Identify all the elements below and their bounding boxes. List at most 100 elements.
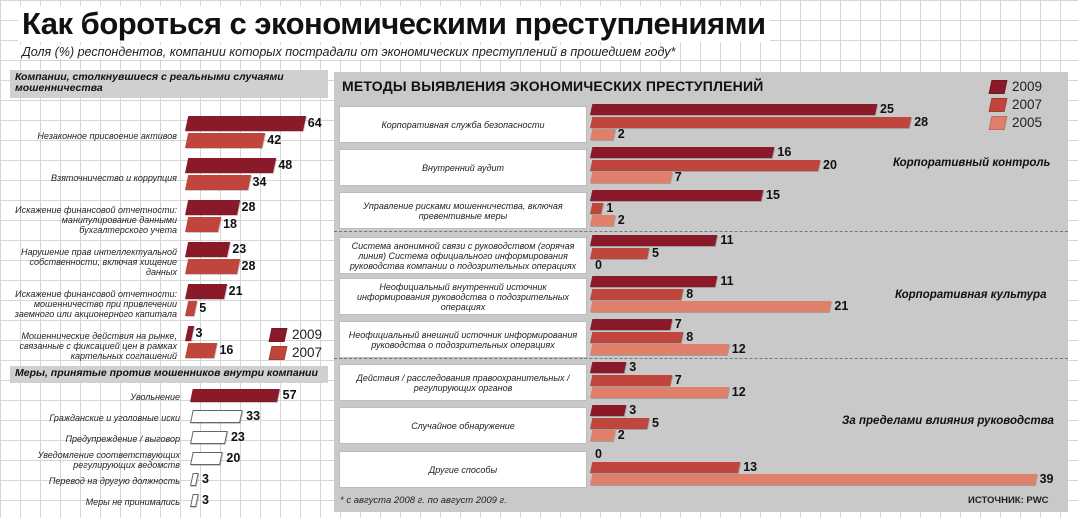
detection-bar-2005 [590, 387, 730, 399]
detection-value-2009: 3 [629, 403, 637, 417]
fraud-value-2009: 23 [232, 242, 247, 256]
detection-bar-2007 [590, 417, 650, 429]
detection-bar-2009 [590, 362, 627, 373]
detection-value-2007: 28 [914, 114, 929, 129]
detection-category-box: Случайное обнаружение [339, 407, 587, 444]
page-title: Как бороться с экономическими преступлен… [18, 6, 770, 42]
detection-bar-2005 [590, 215, 616, 227]
detection-category-box: Корпоративная служба безопасности [339, 106, 587, 143]
detection-category-box: Другие способы [339, 451, 587, 488]
detection-value-2005: 2 [617, 428, 625, 443]
detection-category-box: Действия / расследования правоохранитель… [339, 364, 587, 401]
detection-value-2005: 2 [617, 213, 625, 228]
measures-value: 3 [202, 493, 209, 507]
detection-value-2005: 2 [617, 127, 625, 142]
measures-category-label: Перевод на другую должность [48, 476, 180, 486]
detection-value-2005: 39 [1039, 472, 1054, 487]
legend-swatch-2007 [268, 345, 288, 360]
detection-chart-title: МЕТОДЫ ВЫЯВЛЕНИЯ ЭКОНОМИЧЕСКИХ ПРЕСТУПЛЕ… [342, 78, 764, 94]
detection-bar-2007 [590, 288, 684, 300]
detection-bar-2009 [590, 405, 627, 416]
detection-value-2007: 5 [652, 415, 659, 430]
detection-value-2005: 21 [834, 299, 849, 314]
detection-value-2009: 11 [720, 233, 734, 247]
detection-value-2007: 7 [674, 372, 682, 387]
group-label-corporate-culture: Корпоративная культура [895, 289, 1047, 301]
measures-category-label: Увольнение [130, 392, 180, 402]
detection-bar-2007 [590, 374, 673, 386]
detection-bar-2007 [590, 247, 650, 259]
detection-value-2009: 25 [880, 102, 894, 116]
detection-bar-2009 [590, 104, 878, 115]
detection-category-box: Внутренний аудит [339, 149, 587, 186]
detection-legend-2007: 2007 [988, 97, 1042, 112]
measures-panel-title: Меры, принятые против мошенников внутри … [10, 366, 328, 383]
legend-swatch-2009 [268, 327, 288, 342]
measures-category-label: Предупреждение / выговор [65, 434, 180, 444]
fraud-value-2007: 16 [219, 343, 234, 357]
detection-value-2005: 0 [595, 258, 602, 273]
measures-category-label: Гражданские и уголовные иски [49, 413, 180, 423]
measures-category-label: Уведомление соответствующих регулирующих… [37, 450, 180, 470]
detection-category-label: Неофициальный внешний источник информиро… [348, 329, 578, 350]
fraud-bar-2007 [185, 259, 240, 274]
fraud-category-label: Искажение финансовой отчетности: манипул… [15, 205, 177, 235]
measures-value: 20 [226, 451, 241, 465]
fraud-bar-2009 [185, 242, 231, 257]
measures-bar [190, 431, 228, 444]
detection-value-2009: 15 [766, 188, 780, 202]
detection-bar-2009 [590, 235, 718, 246]
detection-category-box: Управление рисками мошенничества, включа… [339, 192, 587, 229]
fraud-bar-2007 [185, 133, 266, 148]
fraud-bar-2009 [185, 116, 306, 131]
detection-category-label: Другие способы [428, 464, 498, 475]
detection-legend-2009: 2009 [988, 79, 1042, 94]
footnote: * с августа 2008 г. по август 2009 г. [340, 495, 507, 506]
legend-swatch-2009 [988, 79, 1008, 94]
fraud-panel-title-text: Компании, столкнувшиеся с реальными случ… [15, 71, 284, 94]
detection-legend-2005: 2005 [988, 115, 1042, 130]
fraud-legend-2007: 2007 [268, 345, 322, 360]
detection-category-box: Неофициальный внешний источник информиро… [339, 321, 587, 358]
detection-bar-2005 [590, 172, 673, 184]
fraud-value-2007: 42 [267, 133, 282, 147]
detection-bar-2009 [590, 276, 718, 287]
detection-bar-2009 [590, 319, 673, 330]
group-label-outside-influence: За пределами влияния руководства [842, 415, 1054, 427]
fraud-category-label: Мошеннические действия на рынке, связанн… [19, 331, 177, 361]
group-divider [334, 231, 1068, 232]
detection-value-2009: 0 [595, 447, 602, 461]
detection-value-2007: 5 [652, 245, 659, 260]
detection-bar-2009 [590, 147, 775, 158]
detection-value-2009: 11 [720, 274, 734, 288]
detection-category-box: Система анонимной связи с руководством (… [339, 237, 587, 274]
detection-value-2005: 7 [674, 170, 682, 185]
detection-value-2005: 12 [731, 342, 746, 357]
fraud-category-label: Незаконное присвоение активов [37, 131, 177, 141]
detection-bar-2007 [590, 116, 912, 128]
fraud-value-2009: 28 [241, 200, 256, 214]
legend-swatch-2005 [988, 115, 1008, 130]
measures-panel-title-text: Меры, принятые против мошенников внутри … [15, 367, 318, 379]
detection-bar-2005 [590, 301, 832, 313]
fraud-legend-2009: 2009 [268, 327, 323, 342]
fraud-value-2007: 34 [252, 175, 267, 189]
legend-label-2009: 2009 [292, 327, 323, 342]
measures-bar [190, 389, 280, 402]
detection-bar-2005 [590, 344, 730, 356]
detection-category-label: Действия / расследования правоохранитель… [356, 372, 570, 393]
detection-bar-2005 [590, 474, 1037, 486]
detection-category-label: Случайное обнаружение [411, 420, 515, 431]
legend-swatch-2007 [988, 97, 1008, 112]
measures-value: 33 [246, 409, 261, 423]
fraud-category-label: Нарушение прав интеллектуальной собствен… [21, 247, 177, 277]
detection-value-2007: 20 [823, 157, 837, 172]
measures-value: 23 [230, 430, 245, 444]
page-subtitle: Доля (%) респондентов, компании которых … [18, 45, 680, 59]
detection-value-2009: 7 [674, 317, 682, 331]
fraud-category-label: Искажение финансовой отчетности: мошенни… [14, 289, 177, 319]
detection-category-label: Корпоративная служба безопасности [381, 119, 545, 130]
fraud-bar-2007 [185, 217, 222, 232]
measures-bar [190, 452, 224, 465]
fraud-bar-2009 [185, 284, 227, 299]
